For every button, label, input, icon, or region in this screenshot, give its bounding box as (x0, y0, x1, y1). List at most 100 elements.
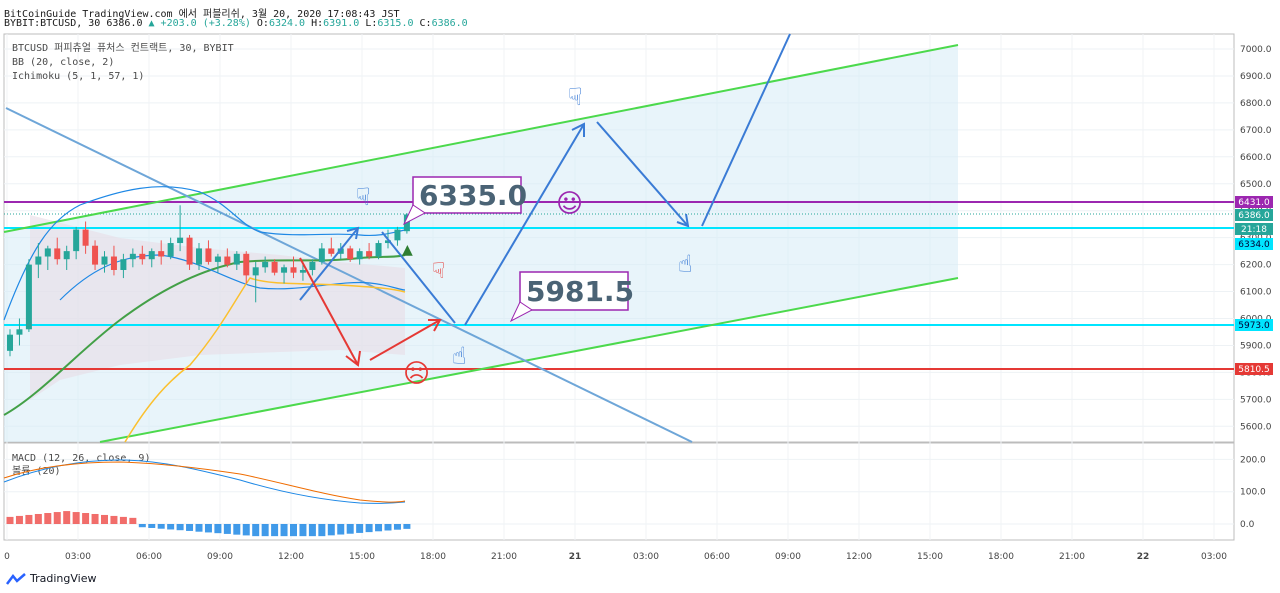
candle-body (299, 269, 306, 273)
ohlc-bar: BYBIT:BTCUSD, 30 6386.0 ▲ +203.0 (+3.28%… (4, 18, 468, 29)
price-tags: 6431.0 6386.0 21:18 6334.0 5973.0 5810.5 (1235, 196, 1273, 375)
tradingview-logo[interactable]: TradingView (6, 572, 96, 585)
price-tick-label: 5600.0 (1240, 422, 1272, 432)
macd-tick-label: 100.0 (1240, 488, 1266, 498)
macd-bar (15, 515, 23, 524)
close-value: 6386.0 (431, 18, 468, 29)
price-tag (1235, 209, 1273, 221)
time-tick-label: 03:00 (1201, 552, 1227, 562)
callout-5981[interactable]: 5981.5 (509, 271, 634, 323)
candle-body (385, 240, 391, 244)
candle-body (309, 261, 316, 270)
high-value: 6391.0 (323, 18, 360, 29)
macd-bar (261, 524, 269, 537)
macd-tick-label: 200.0 (1240, 455, 1266, 465)
candle-body (25, 264, 32, 330)
candle-body (243, 253, 250, 276)
candle-body (233, 253, 240, 265)
callout-6335[interactable]: 6335.0 (402, 176, 527, 226)
time-tick-label: 09:00 (207, 552, 233, 562)
bb-legend: BB (20, close, 2) (12, 57, 114, 68)
time-tick-label: 06:00 (136, 552, 162, 562)
lower-channel-line[interactable] (99, 277, 959, 443)
macd-tick-label: 0.0 (1240, 520, 1255, 530)
macd-histogram (6, 511, 411, 537)
pointer-down-icon-2: ☟ (568, 83, 583, 111)
price-tick-label: 5900.0 (1240, 341, 1272, 351)
candle-body (290, 267, 297, 273)
red-pointer-icon: ☟ (432, 259, 445, 284)
candle-body (337, 248, 344, 254)
time-axis[interactable]: 0 03:00 06:00 09:00 12:00 15:00 18:00 21:00 21 03… (4, 552, 1227, 562)
candle-body (375, 243, 382, 257)
candle-body (54, 248, 61, 260)
price-tick-label: 6800.0 (1240, 99, 1272, 109)
macd-bar (119, 516, 127, 524)
time-tick-label: 09:00 (775, 552, 801, 562)
time-tick-label: 06:00 (704, 552, 730, 562)
macd-axis: 200.0 100.0 0.0 (1240, 455, 1266, 530)
macd-bar (63, 511, 71, 524)
macd-bar (204, 524, 212, 533)
macd-bar (365, 524, 373, 533)
pointer-down-icon-1: ☟ (356, 183, 371, 211)
ichimoku-base-line (124, 277, 406, 443)
candle-body (205, 248, 212, 262)
price-tag (1235, 238, 1273, 250)
candle-body (252, 267, 259, 276)
time-tick-label: 21:00 (1059, 552, 1085, 562)
callout-5981-text: 5981.5 (526, 275, 634, 308)
macd-bar (346, 524, 354, 534)
macd-bar (167, 524, 175, 530)
candle-body (92, 245, 99, 265)
macd-bar (318, 524, 326, 537)
price-tag-label: 6334.0 (1238, 240, 1270, 250)
descending-trendline[interactable] (5, 107, 693, 443)
macd-bar (110, 515, 118, 524)
candle-body (120, 259, 127, 270)
macd-bar (223, 524, 231, 534)
ichimoku-legend: Ichimoku (5, 1, 57, 1) (12, 71, 144, 82)
candle-body (44, 248, 51, 257)
time-tick-label: 12:00 (846, 552, 872, 562)
candle-body (318, 248, 325, 262)
price-tag-label: 21:18 (1241, 225, 1267, 235)
time-tick-label: 22 (1137, 552, 1150, 562)
upper-channel-line[interactable] (3, 44, 959, 233)
candle-body (167, 243, 174, 257)
candle-body (394, 229, 401, 241)
price-tag (1235, 319, 1273, 331)
price-tick-label: 6100.0 (1240, 288, 1272, 298)
price-tick-label: 6500.0 (1240, 180, 1272, 190)
candle-body (101, 256, 108, 265)
candle-body (35, 256, 42, 265)
price-tick-label: 6700.0 (1240, 126, 1272, 136)
candle-body (148, 251, 155, 260)
candle-body (328, 248, 335, 254)
price-tick-label: 6900.0 (1240, 72, 1272, 82)
macd-bar (53, 512, 61, 524)
macd-bar (214, 524, 222, 534)
time-tick-label: 15:00 (917, 552, 943, 562)
chart-title: BTCUSD 퍼피츄얼 퓨처스 컨트랙트, 30, BYBIT (12, 42, 234, 54)
time-tick-label: 12:00 (278, 552, 304, 562)
bb-upper-line (3, 186, 406, 321)
macd-bar (375, 524, 383, 532)
macd-bar (25, 514, 33, 524)
macd-bar (101, 514, 108, 524)
candles (7, 205, 410, 357)
macd-bar (138, 524, 146, 528)
candle-body (110, 256, 117, 270)
brand-text: TradingView (30, 572, 97, 585)
symbol-label: BYBIT:BTCUSD, 30 (4, 18, 101, 29)
macd-bar (403, 524, 411, 529)
macd-bar (233, 524, 241, 535)
macd-bar (148, 524, 156, 528)
time-tick-label: 03:00 (633, 552, 659, 562)
publish-info: BitCoinGuide TradingView.com 에서 퍼블리쉬, 3월… (4, 9, 400, 20)
last-price: 6386.0 (106, 18, 143, 29)
candle-body (271, 261, 278, 273)
price-tag (1235, 223, 1273, 235)
macd-bar (384, 524, 392, 531)
